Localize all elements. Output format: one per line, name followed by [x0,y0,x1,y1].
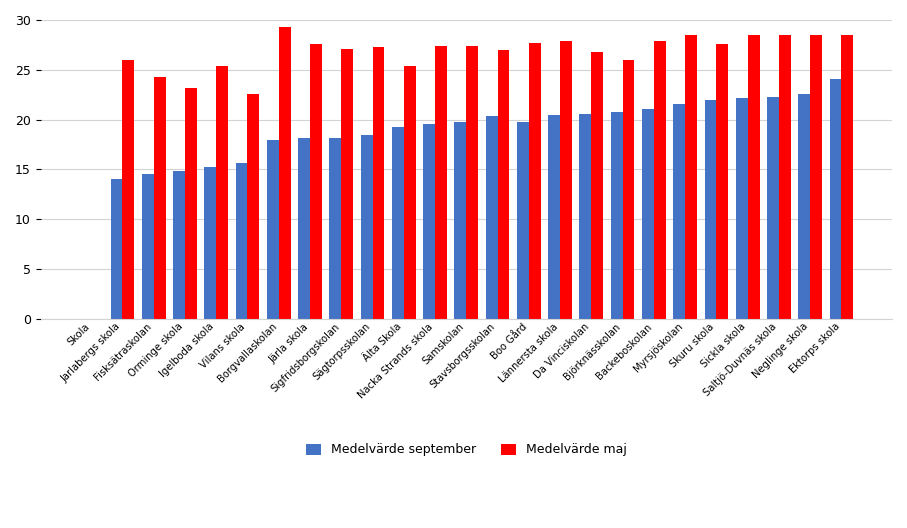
Bar [424,124,435,319]
Bar [736,98,747,319]
Bar [153,77,166,319]
Bar [185,88,197,319]
Bar [278,27,290,319]
Bar [610,111,622,319]
Bar [329,138,341,319]
Bar [580,114,591,319]
Bar [248,93,259,319]
Bar [673,103,685,319]
Bar [392,127,404,319]
Bar [561,41,572,319]
Bar [404,66,415,319]
Bar [298,138,310,319]
Bar [485,116,498,319]
Bar [141,174,153,319]
Bar [747,35,759,319]
Bar [842,35,853,319]
Bar [173,172,185,319]
Bar [111,180,122,319]
Bar [204,167,216,319]
Bar [466,46,478,319]
Bar [798,93,810,319]
Bar [498,50,510,319]
Bar [454,121,466,319]
Bar [216,66,228,319]
Bar [361,136,373,319]
Bar [517,121,529,319]
Bar [642,109,654,319]
Bar [548,115,561,319]
Bar [341,49,353,319]
Bar [830,79,842,319]
Legend: Medelvärde september, Medelvärde maj: Medelvärde september, Medelvärde maj [301,438,632,461]
Bar [654,41,666,319]
Bar [310,44,322,319]
Bar [779,35,791,319]
Bar [767,97,779,319]
Bar [685,35,697,319]
Bar [591,52,603,319]
Bar [435,46,447,319]
Bar [810,35,822,319]
Bar [122,60,134,319]
Bar [236,163,248,319]
Bar [529,43,541,319]
Bar [717,44,728,319]
Bar [373,47,385,319]
Bar [705,100,717,319]
Bar [267,140,278,319]
Bar [622,60,635,319]
